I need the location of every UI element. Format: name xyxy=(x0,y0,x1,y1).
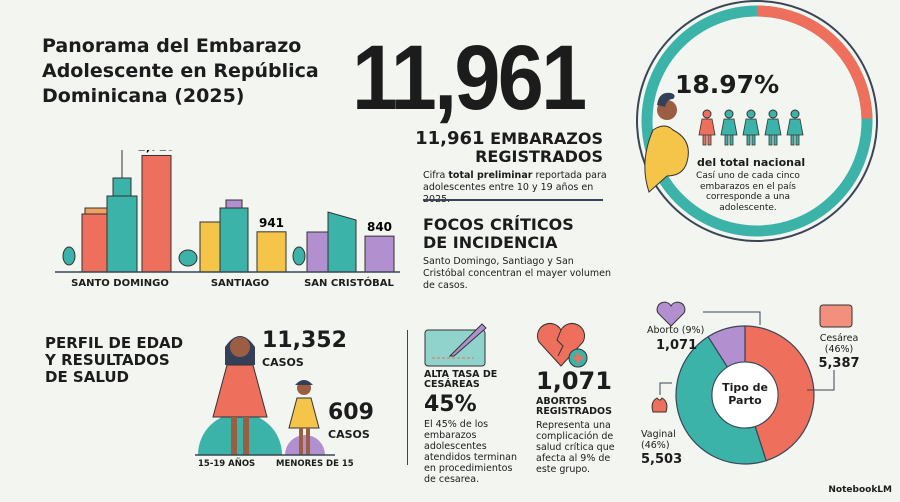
older-unit: CASOS xyxy=(262,356,304,369)
delivery-type-donut xyxy=(651,301,853,465)
hero-count-label: EMBARAZOS REGISTRADOS xyxy=(475,129,603,166)
focos-text: Santo Domingo, Santiago y San Cristóbal … xyxy=(423,256,612,291)
cesareas-text: El 45% de los embarazos adolescentes ate… xyxy=(424,419,517,485)
woman-figure-icon xyxy=(742,109,760,146)
cesarea-scar-icon xyxy=(819,304,853,328)
buildings-illustration xyxy=(62,150,357,273)
bar-label-1: 941 xyxy=(259,216,284,230)
vaginal-slice-value: 5,503 xyxy=(641,452,683,467)
city-bar-chart: 2,729 941 840 xyxy=(55,150,400,273)
cesarea-slice-name: Cesárea xyxy=(819,333,859,344)
sub-pre: Cifra xyxy=(423,170,449,181)
sub-bold: total preliminar xyxy=(448,170,533,181)
focos-title: FOCOS CRÍTICOS DE INCIDENCIA xyxy=(423,215,574,252)
teen-girl-icon xyxy=(212,336,268,455)
bar-label-0: 2,729 xyxy=(138,150,176,153)
national-text: Casí uno de cada cinco embarazos en el p… xyxy=(696,171,800,213)
older-circle xyxy=(198,413,282,455)
city-label-santo-domingo: SANTO DOMINGO xyxy=(71,278,169,289)
national-label: del total nacional xyxy=(697,156,806,169)
scalpel-icon xyxy=(424,323,487,367)
aborto-slice-name: Aborto (9%) xyxy=(647,325,705,336)
vaginal-slice-pct: (46%) xyxy=(641,440,670,451)
city-label-san-cristobal: SAN CRISTÓBAL xyxy=(304,278,394,289)
pregnant-woman-icon xyxy=(644,92,689,193)
abortos-title: ABORTOS REGISTRADOS xyxy=(536,396,612,417)
younger-circle xyxy=(285,435,325,455)
vaginal-slice-name: Vaginal xyxy=(641,429,676,440)
hero-registered: 11,961 EMBARAZOS REGISTRADOS xyxy=(398,130,603,166)
hero-count: 11,961 xyxy=(415,128,485,149)
national-share-ring xyxy=(636,0,878,242)
bar-0 xyxy=(141,154,172,273)
child-girl-icon xyxy=(288,380,320,455)
younger-label: MENORES DE 15 xyxy=(276,459,354,469)
cesarea-slice-value: 5,387 xyxy=(818,356,860,371)
national-percent: 18.97% xyxy=(675,70,780,99)
younger-value: 609 xyxy=(328,400,374,425)
woman-figure-icon xyxy=(698,109,716,146)
older-value: 11,352 xyxy=(262,328,347,353)
notebooklm-logo: NotebookLM xyxy=(828,485,892,495)
vertical-divider xyxy=(407,330,408,465)
cesareas-value: 45% xyxy=(424,392,477,417)
aborto-slice-value: 1,071 xyxy=(656,338,698,353)
five-women-icons xyxy=(698,109,804,146)
donut-hole xyxy=(711,361,779,429)
hero-big-number: 11,961 xyxy=(352,27,587,129)
page-title: Panorama del Embarazo Adolescente en Rep… xyxy=(42,35,319,107)
cesareas-title: ALTA TASA DE CESÁREAS xyxy=(424,369,498,390)
woman-figure-icon xyxy=(764,109,782,146)
city-label-santiago: SANTIAGO xyxy=(210,278,270,289)
donut-center-label: Tipo de Parto xyxy=(722,381,768,407)
younger-unit: CASOS xyxy=(328,428,370,441)
divider xyxy=(423,199,603,201)
bar-label-2: 840 xyxy=(367,220,392,234)
share-arc xyxy=(756,5,873,119)
bar-1 xyxy=(256,231,287,273)
bar-2 xyxy=(364,235,395,273)
woman-figure-icon xyxy=(720,109,738,146)
older-label: 15-19 AÑOS xyxy=(198,459,256,469)
abortos-value: 1,071 xyxy=(536,367,612,395)
woman-figure-icon xyxy=(786,109,804,146)
abortos-text: Representa una complicación de salud crí… xyxy=(536,420,615,475)
broken-heart-small-icon xyxy=(656,301,686,327)
profile-title: PERFIL DE EDAD Y RESULTADOS DE SALUD xyxy=(45,334,184,386)
age-figures-illustration xyxy=(195,336,335,456)
cesarea-slice-pct: (46%) xyxy=(824,344,854,355)
broken-heart-icon xyxy=(536,322,588,368)
flower-icon xyxy=(651,397,668,413)
